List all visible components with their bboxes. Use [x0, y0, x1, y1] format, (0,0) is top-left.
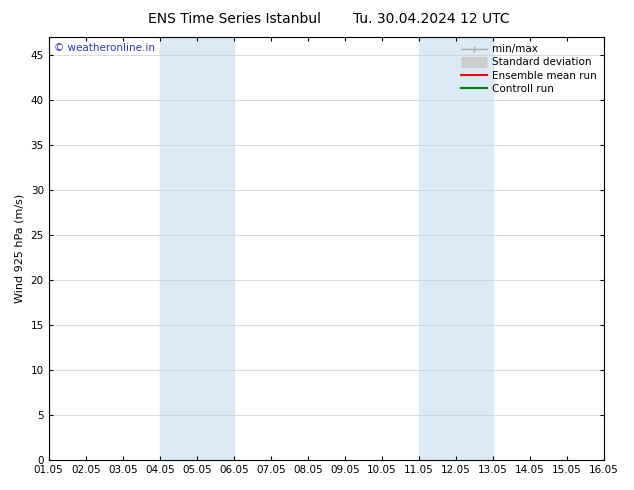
- Legend: min/max, Standard deviation, Ensemble mean run, Controll run: min/max, Standard deviation, Ensemble me…: [456, 40, 601, 98]
- Text: © weatheronline.in: © weatheronline.in: [55, 44, 155, 53]
- Text: ENS Time Series Istanbul: ENS Time Series Istanbul: [148, 12, 321, 26]
- Bar: [419, 37, 493, 460]
- Bar: [160, 37, 234, 460]
- Text: Tu. 30.04.2024 12 UTC: Tu. 30.04.2024 12 UTC: [353, 12, 510, 26]
- Y-axis label: Wind 925 hPa (m/s): Wind 925 hPa (m/s): [15, 194, 25, 303]
